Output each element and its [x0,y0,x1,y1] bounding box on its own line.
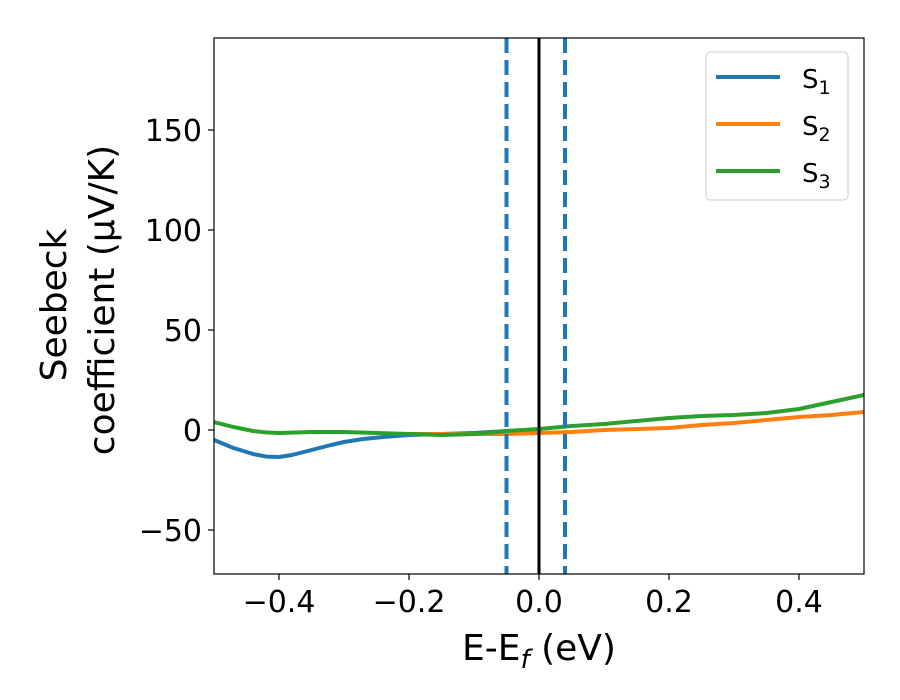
y-axis-label-line2: coefficient (μV/K) [82,145,123,455]
x-tick-label: 0.2 [645,585,693,620]
legend: S1 S2 S3 [705,51,849,201]
y-tick-label: 50 [164,314,202,349]
legend-label-s1: S1 [802,65,831,99]
x-tick-label: 0.0 [515,585,563,620]
legend-label-s2: S2 [802,112,831,146]
x-tick-label: −0.4 [243,585,316,620]
reference-lines-layer [504,38,567,574]
x-tick-label: 0.4 [775,585,823,620]
y-axis-label-line1: Seebeck [34,228,75,381]
series-layer [214,393,864,459]
y-tick-label: −50 [139,514,202,549]
y-tick-label: 0 [183,414,202,449]
ticks-layer: −0.4 −0.2 0.0 0.2 0.4 −50 0 50 100 150 [139,114,823,620]
y-tick-label: 150 [145,114,202,149]
x-tick-label: −0.2 [373,585,446,620]
y-tick-label: 100 [145,214,202,249]
series-line-s3 [214,393,864,437]
x-axis-label: E-Ef (eV) [462,628,616,675]
legend-label-s3: S3 [802,159,831,193]
